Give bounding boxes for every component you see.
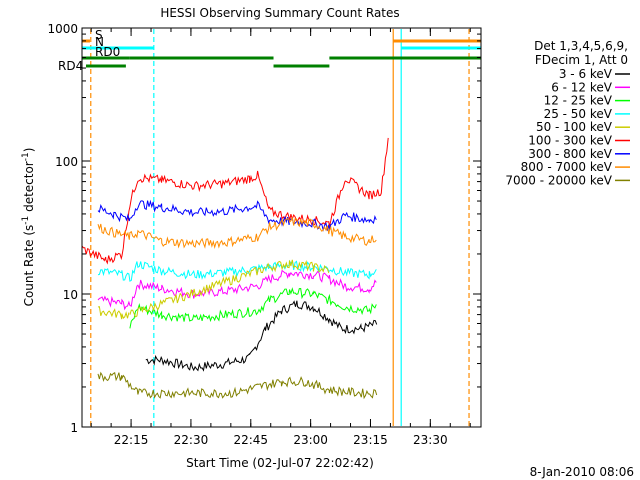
legend-label: 12 - 25 keV	[544, 94, 613, 108]
flag-label-rd4: RD4	[58, 59, 83, 73]
legend-label: 6 - 12 keV	[551, 80, 613, 94]
x-tick-label: 22:30	[174, 433, 209, 447]
x-tick-label: 22:15	[114, 433, 149, 447]
legend-label: 3 - 6 keV	[559, 67, 613, 81]
legend-label: 7000 - 20000 keV	[505, 173, 612, 187]
series-line	[97, 216, 377, 249]
x-axis: 22:15 22:30 22:45 23:00 23:15 23:30	[90, 28, 471, 447]
series-line	[97, 199, 377, 232]
datestamp: 8-Jan-2010 08:06	[530, 465, 634, 479]
y-tick-label: 1000	[47, 22, 78, 36]
series-line	[97, 259, 377, 282]
y-tick-label: 100	[55, 155, 78, 169]
plot-frame	[81, 27, 482, 428]
flag-label-n: N	[95, 35, 104, 49]
legend-label: 50 - 100 keV	[536, 120, 613, 134]
legend-header-line2: FDecim 1, Att 0	[535, 53, 628, 67]
y-tick-label: 10	[63, 288, 78, 302]
x-axis-label: Start Time (02-Jul-07 22:02:42)	[186, 456, 374, 470]
series-line	[81, 137, 389, 265]
legend-label: 100 - 300 keV	[528, 134, 612, 148]
flag-label-s: S	[95, 28, 103, 42]
chart-title: HESSI Observing Summary Count Rates	[160, 6, 399, 20]
legend-label: 300 - 800 keV	[528, 147, 612, 161]
flag-label-rd0: RD0	[95, 45, 120, 59]
legend-label: 800 - 7000 keV	[521, 160, 613, 174]
x-tick-label: 23:15	[353, 433, 388, 447]
series-line	[97, 269, 377, 311]
x-tick-label: 22:45	[233, 433, 268, 447]
x-tick-label: 23:00	[293, 433, 328, 447]
y-tick-label: 1	[70, 421, 78, 435]
legend-header-line1: Det 1,3,4,5,6,9,	[534, 39, 628, 53]
series-line	[97, 259, 330, 320]
x-tick-label: 23:30	[413, 433, 448, 447]
series-line	[129, 287, 377, 329]
legend-label: 25 - 50 keV	[544, 107, 613, 121]
series-line	[145, 300, 378, 372]
series-line	[97, 371, 378, 400]
y-axis-label: Count Rate (s-1 detector-1)	[21, 148, 36, 307]
y-axis: 1 10 100 1000	[47, 22, 481, 435]
